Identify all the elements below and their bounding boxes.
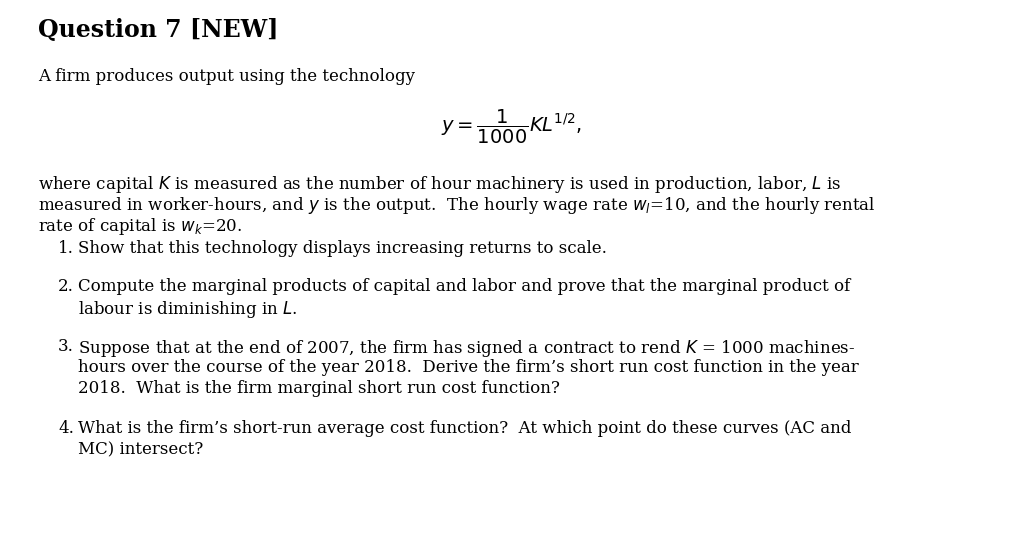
Text: Suppose that at the end of 2007, the firm has signed a contract to rend $K$ = 10: Suppose that at the end of 2007, the fir… (78, 338, 855, 359)
Text: Question 7 [NEW]: Question 7 [NEW] (38, 18, 279, 42)
Text: hours over the course of the year 2018.  Derive the firm’s short run cost functi: hours over the course of the year 2018. … (78, 359, 859, 376)
Text: Show that this technology displays increasing returns to scale.: Show that this technology displays incre… (78, 240, 607, 257)
Text: where capital $K$ is measured as the number of hour machinery is used in product: where capital $K$ is measured as the num… (38, 174, 842, 195)
Text: 1.: 1. (58, 240, 74, 257)
Text: 2018.  What is the firm marginal short run cost function?: 2018. What is the firm marginal short ru… (78, 380, 560, 397)
Text: 2.: 2. (58, 278, 74, 295)
Text: What is the firm’s short-run average cost function?  At which point do these cur: What is the firm’s short-run average cos… (78, 420, 851, 437)
Text: 4.: 4. (58, 420, 74, 437)
Text: measured in worker-hours, and $y$ is the output.  The hourly wage rate $w_l$=10,: measured in worker-hours, and $y$ is the… (38, 195, 876, 216)
Text: rate of capital is $w_k$=20.: rate of capital is $w_k$=20. (38, 216, 243, 237)
Text: $y = \dfrac{1}{1000}KL^{1/2},$: $y = \dfrac{1}{1000}KL^{1/2},$ (441, 108, 583, 146)
Text: MC) intersect?: MC) intersect? (78, 441, 203, 458)
Text: 3.: 3. (58, 338, 74, 355)
Text: labour is diminishing in $L$.: labour is diminishing in $L$. (78, 299, 298, 320)
Text: Compute the marginal products of capital and labor and prove that the marginal p: Compute the marginal products of capital… (78, 278, 850, 295)
Text: A firm produces output using the technology: A firm produces output using the technol… (38, 68, 415, 85)
